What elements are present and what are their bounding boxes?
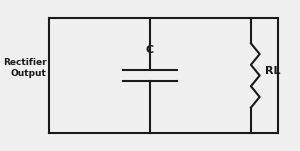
Text: C: C xyxy=(146,45,154,55)
Text: Rectifier
Output: Rectifier Output xyxy=(3,58,46,78)
Text: RL: RL xyxy=(265,66,280,76)
